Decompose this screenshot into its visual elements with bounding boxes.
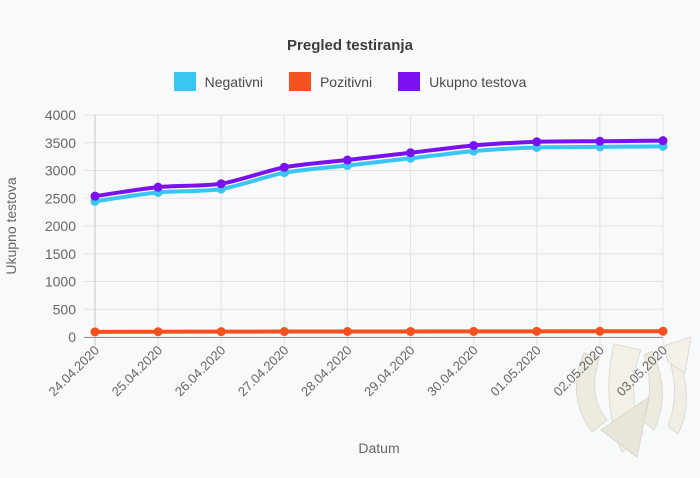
data-point [153,182,163,192]
data-point [406,148,416,158]
x-tick-label: 27.04.2020 [235,343,292,400]
legend-swatch-ukupno-testova [398,72,421,91]
x-tick-label: 28.04.2020 [298,343,355,400]
x-tick-label: 03.05.2020 [613,343,670,400]
legend-label: Ukupno testova [429,73,527,90]
data-point [216,179,226,189]
chart-title: Pregled testiranja [287,37,413,54]
legend-item-negativni[interactable]: Negativni [173,72,263,91]
data-point [406,326,416,336]
data-point [342,327,352,337]
legend-item-pozitivni[interactable]: Pozitivni [288,72,373,91]
y-tick-label: 4000 [45,107,76,123]
data-point [658,136,668,146]
y-tick-label: 2000 [45,218,76,234]
x-tick-label: 30.04.2020 [424,343,481,400]
data-point [342,155,352,165]
legend-swatch-pozitivni [288,72,311,91]
legend-item-ukupno-testova[interactable]: Ukupno testova [398,72,526,91]
data-point [216,327,226,337]
x-tick-label: 01.05.2020 [487,343,544,400]
data-point [279,162,289,172]
data-point [658,326,668,336]
legend-swatch-negativni [173,72,196,91]
x-axis-title: Datum [358,440,399,456]
x-tick-label: 26.04.2020 [172,343,229,400]
y-tick-label: 500 [53,301,77,317]
series-line-0 [93,144,665,204]
data-point [90,327,100,337]
data-point [532,326,542,336]
chart-legend: Negativni Pozitivni Ukupno testova [0,72,700,91]
x-tick-label: 24.04.2020 [45,343,102,400]
x-tick-label: 29.04.2020 [361,343,418,400]
y-tick-label: 2500 [45,190,76,206]
data-point [532,137,542,147]
data-point [595,326,605,336]
series-line-2 [93,138,665,199]
data-point [469,140,479,150]
y-tick-label: 3000 [45,163,76,179]
data-point [469,326,479,336]
data-point [153,327,163,337]
data-point [90,191,100,201]
y-tick-label: 1500 [45,246,76,262]
y-tick-label: 0 [68,329,76,345]
y-tick-label: 1000 [45,274,76,290]
y-tick-label: 3500 [45,135,76,151]
x-tick-label: 02.05.2020 [550,343,607,400]
data-point [595,136,605,146]
legend-label: Pozitivni [319,73,373,90]
legend-label: Negativni [204,73,263,90]
data-point [279,327,289,337]
series-line-1 [93,329,665,334]
y-axis-title: Ukupno testova [3,177,19,274]
x-tick-label: 25.04.2020 [109,343,166,400]
